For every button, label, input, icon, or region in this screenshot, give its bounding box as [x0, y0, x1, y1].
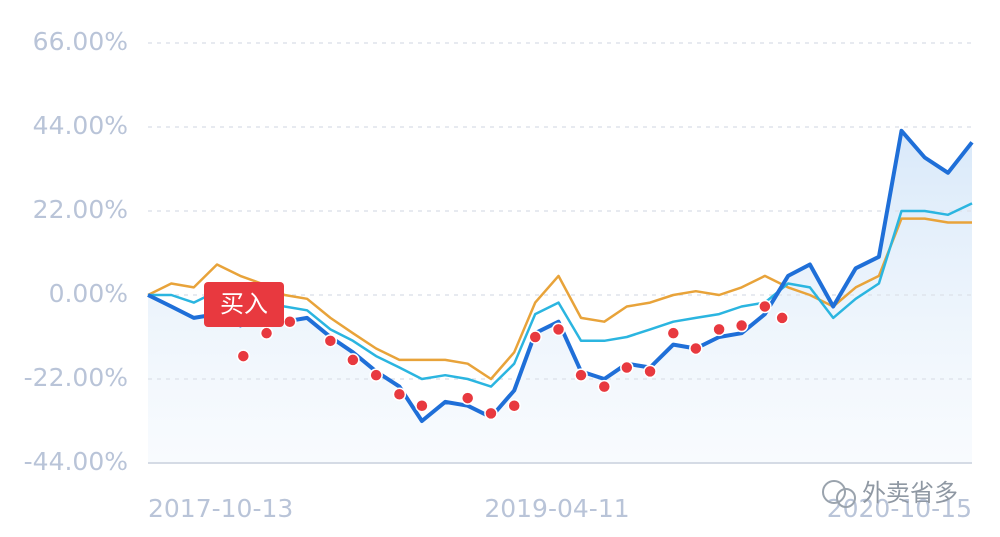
y-tick-label: -22.00% — [24, 363, 128, 392]
buy-point — [392, 387, 407, 402]
buy-point — [574, 368, 588, 382]
buy-point — [323, 334, 338, 348]
buy-point — [666, 326, 681, 340]
buy-point — [528, 330, 542, 344]
x-tick-label: 2017-10-13 — [148, 494, 293, 523]
buy-point — [551, 322, 566, 337]
y-tick-label: 0.00% — [49, 279, 128, 308]
buy-point — [712, 322, 726, 337]
area-fill — [148, 130, 972, 464]
buy-point — [689, 341, 703, 356]
buy-point — [460, 391, 475, 405]
x-tick-label: 2020-10-15 — [827, 494, 972, 523]
watermark-text: 外卖省多 — [862, 479, 958, 507]
buy-point — [236, 349, 251, 363]
line-series — [148, 202, 973, 388]
buy-point — [597, 379, 612, 394]
y-tick-label: 66.00% — [33, 27, 128, 56]
buy-point — [643, 364, 657, 379]
y-tick-label: -44.00% — [24, 447, 128, 476]
buy-point — [415, 398, 429, 413]
y-tick-label: 44.00% — [33, 111, 128, 140]
y-tick-label: 22.00% — [33, 195, 128, 224]
buy-point — [507, 398, 521, 413]
buy-point — [259, 326, 274, 340]
buy-label-box — [204, 282, 284, 327]
buy-point — [369, 368, 383, 382]
buy-label: 买入 — [220, 290, 268, 318]
buy-point — [775, 311, 789, 325]
buy-point — [283, 314, 297, 329]
buy-point — [758, 299, 772, 314]
buy-point — [734, 318, 749, 333]
watermark: 外卖省多 — [822, 479, 958, 508]
buy-point — [484, 406, 498, 421]
x-tick-label: 2019-04-11 — [484, 494, 629, 523]
buy-point — [346, 353, 360, 367]
buy-point — [620, 360, 634, 375]
